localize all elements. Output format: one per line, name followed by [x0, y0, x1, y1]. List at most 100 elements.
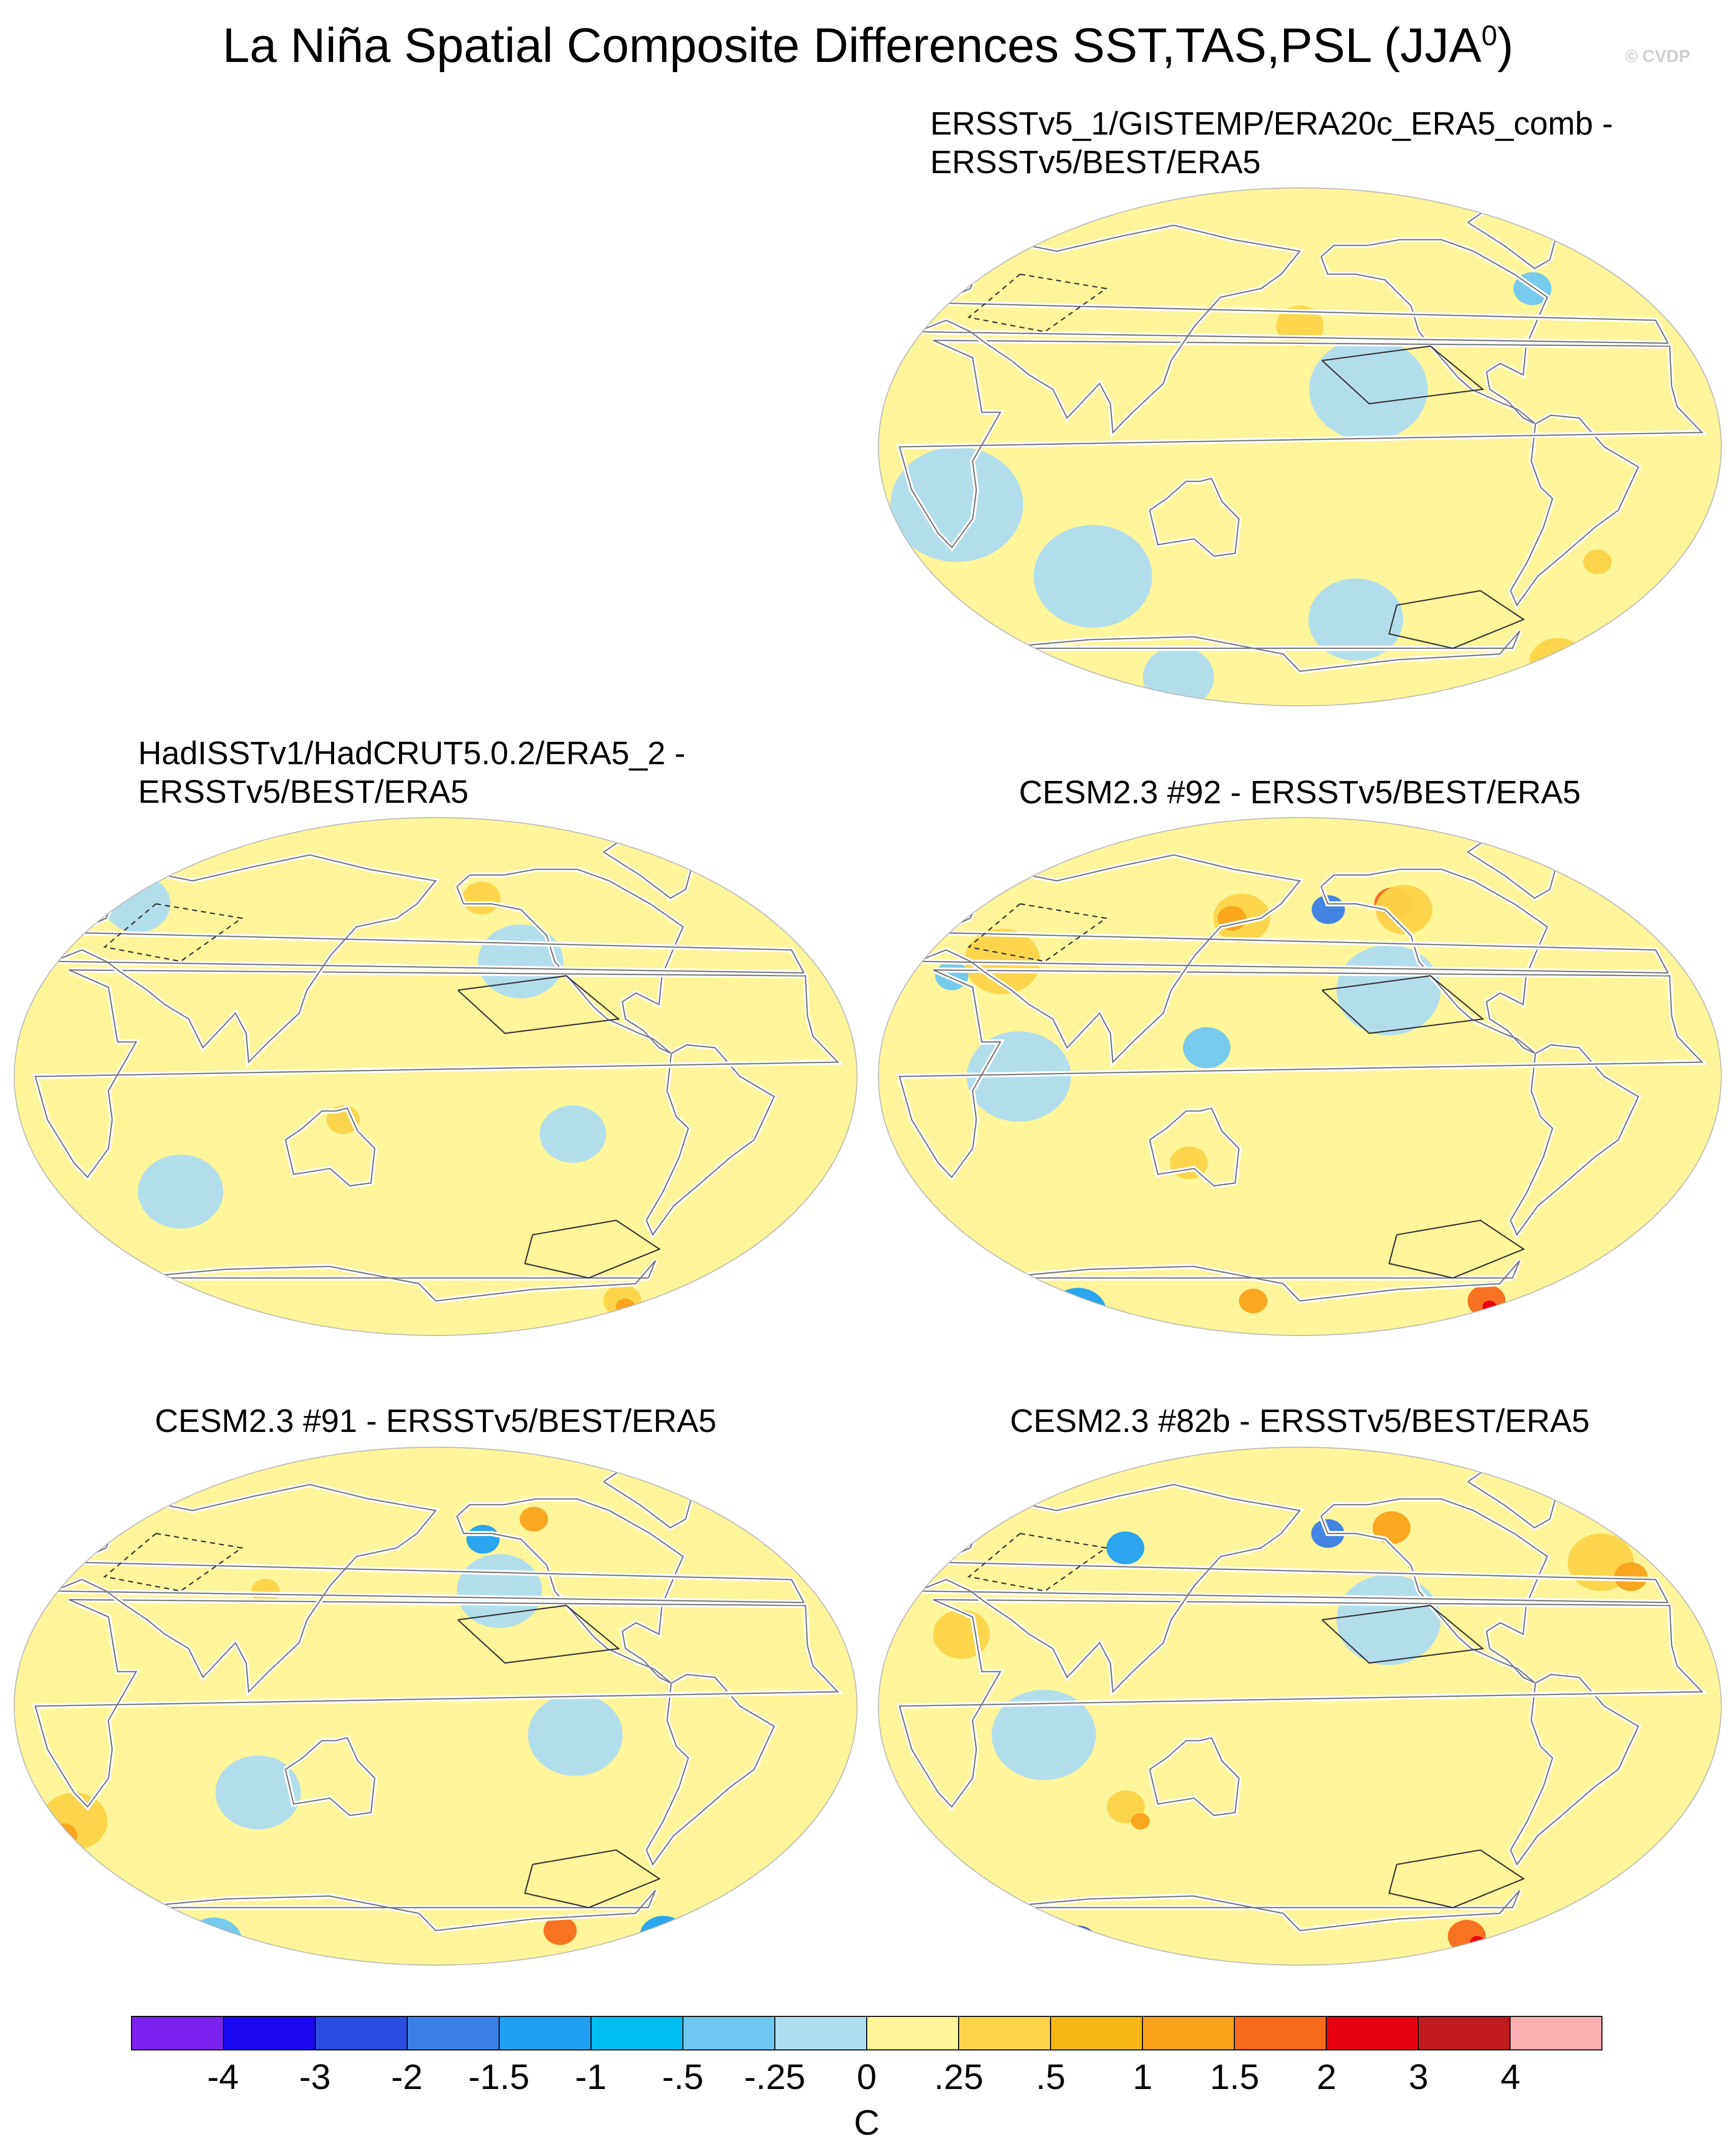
psl-contour — [457, 975, 620, 1034]
coastline-antarctica — [129, 1889, 657, 1932]
psl-contour — [524, 1849, 661, 1909]
anomaly-patch — [138, 1154, 223, 1229]
anomaly-patch — [1050, 1288, 1107, 1335]
coastline-south-america — [645, 1044, 775, 1236]
anomaly-patch — [1131, 1813, 1150, 1830]
anomaly-patch — [41, 1792, 108, 1850]
coastline-north-america — [456, 1498, 684, 1684]
coastline-south-america — [645, 1674, 775, 1866]
anomaly-patch — [539, 1105, 606, 1163]
anomaly-patch — [1529, 638, 1586, 688]
coastline-australia — [284, 1737, 376, 1816]
map-field — [878, 188, 1721, 706]
colorbar-swatch — [683, 2017, 775, 2049]
anomaly-patch — [1059, 1926, 1097, 1959]
psl-contour — [967, 1532, 1108, 1592]
psl-contour — [1321, 1605, 1485, 1664]
anomaly-patch — [933, 1609, 990, 1659]
psl-contour — [1388, 1219, 1525, 1279]
map-border — [14, 817, 858, 1336]
anomaly-patch — [1448, 1919, 1486, 1953]
map-panel-3 — [878, 817, 1722, 1336]
anomaly-patch — [1375, 885, 1433, 934]
anomaly-patch — [478, 924, 564, 999]
colorbar-swatch — [1051, 2017, 1143, 2049]
map-border — [14, 1447, 858, 1966]
anomaly-patch — [1239, 1288, 1268, 1314]
anomaly-patch — [251, 1579, 280, 1604]
colorbar-tick-label: -1 — [575, 2057, 607, 2097]
coastline-africa — [34, 969, 839, 1179]
psl-contour — [524, 1219, 661, 1279]
psl-contour — [967, 903, 1108, 962]
coastline-north-america — [1320, 1498, 1549, 1684]
panel-5-label-line1: CESM2.3 #82b - ERSSTv5/BEST/ERA5 — [1010, 1402, 1590, 1439]
map-panel-4 — [14, 1447, 858, 1966]
colorbar-swatch — [500, 2017, 592, 2049]
colorbar-swatch — [959, 2017, 1051, 2049]
figure-title: La Niña Spatial Composite Differences SS… — [0, 15, 1736, 76]
title-close: ) — [1497, 18, 1514, 73]
anomaly-patch — [104, 875, 171, 933]
anomaly-patch — [456, 1554, 542, 1628]
colorbar-swatch — [775, 2017, 867, 2049]
psl-contour — [103, 903, 244, 962]
coastline-australia — [284, 1107, 376, 1187]
title-superscript: 0 — [1481, 19, 1497, 51]
colorbar-tick-label: .5 — [1036, 2057, 1066, 2097]
psl-contour — [457, 1605, 620, 1664]
map-panel-2 — [14, 817, 858, 1336]
coastline-antarctica — [993, 630, 1521, 672]
colorbar-tick-label: 2 — [1317, 2057, 1337, 2097]
anomaly-patch — [462, 882, 501, 915]
coastline-north-america — [1320, 868, 1549, 1054]
panel-3-label-line1: CESM2.3 #92 - ERSSTv5/BEST/ERA5 — [1019, 774, 1581, 810]
coastline-antarctica — [129, 1260, 657, 1302]
anomaly-patch — [1115, 315, 1219, 406]
colorbar-tick-label: -4 — [207, 2057, 239, 2097]
colorbar-swatch — [867, 2017, 959, 2049]
colorbar-tick-label: -.25 — [744, 2057, 806, 2097]
colorbar — [131, 2016, 1602, 2050]
colorbar-tick-label: 4 — [1500, 2057, 1521, 2097]
colorbar-swatch — [224, 2017, 316, 2049]
anomaly-patch — [519, 1507, 548, 1531]
psl-contour — [1321, 345, 1485, 405]
coastline-australia — [1149, 477, 1240, 557]
psl-contour — [967, 273, 1108, 333]
psl-contour — [103, 1532, 244, 1592]
colorbar-tick-label: -3 — [299, 2057, 331, 2097]
panel-2-label-line1: HadISSTv1/HadCRUT5.0.2/ERA5_2 - — [138, 735, 685, 771]
map-border — [878, 187, 1722, 706]
anomaly-patch — [215, 1755, 301, 1830]
map-panel-5 — [878, 1447, 1722, 1966]
colorbar-swatch — [1143, 2017, 1235, 2049]
panel-label-5: CESM2.3 #82b - ERSSTv5/BEST/ERA5 — [873, 1401, 1726, 1440]
colorbar-swatch — [408, 2017, 500, 2049]
coastline-africa — [34, 1599, 839, 1808]
anomaly-patch — [1542, 659, 1571, 684]
coastline-north-america — [1320, 239, 1549, 425]
panel-label-3: CESM2.3 #92 - ERSSTv5/BEST/ERA5 — [873, 773, 1726, 811]
map-field — [878, 818, 1721, 1335]
anomaly-patch — [185, 1917, 243, 1965]
psl-contour — [1388, 590, 1525, 649]
anomaly-patch — [1033, 525, 1153, 628]
psl-contour — [1388, 1849, 1525, 1909]
anomaly-patch — [1309, 338, 1428, 441]
panel-label-2: HadISSTv1/HadCRUT5.0.2/ERA5_2 - ERSSTv5/… — [138, 734, 685, 811]
panel-1-label-line2: ERSSTv5/BEST/ERA5 — [930, 144, 1261, 180]
panel-label-4: CESM2.3 #91 - ERSSTv5/BEST/ERA5 — [9, 1401, 862, 1440]
anomaly-patch — [1336, 1575, 1441, 1665]
colorbar-unit: C — [854, 2103, 880, 2142]
coastline-south-america — [1510, 1044, 1640, 1236]
colorbar-tick-label: -2 — [391, 2057, 423, 2097]
anomaly-patch — [1336, 945, 1441, 1035]
colorbar-swatch — [316, 2017, 408, 2049]
map-field — [878, 1447, 1721, 1965]
coastline-antarctica — [993, 1889, 1521, 1932]
coastline-north-america — [456, 868, 684, 1054]
colorbar-tick-label: 1.5 — [1209, 2057, 1260, 2097]
anomaly-patch — [528, 1693, 623, 1776]
map-border — [878, 817, 1722, 1336]
